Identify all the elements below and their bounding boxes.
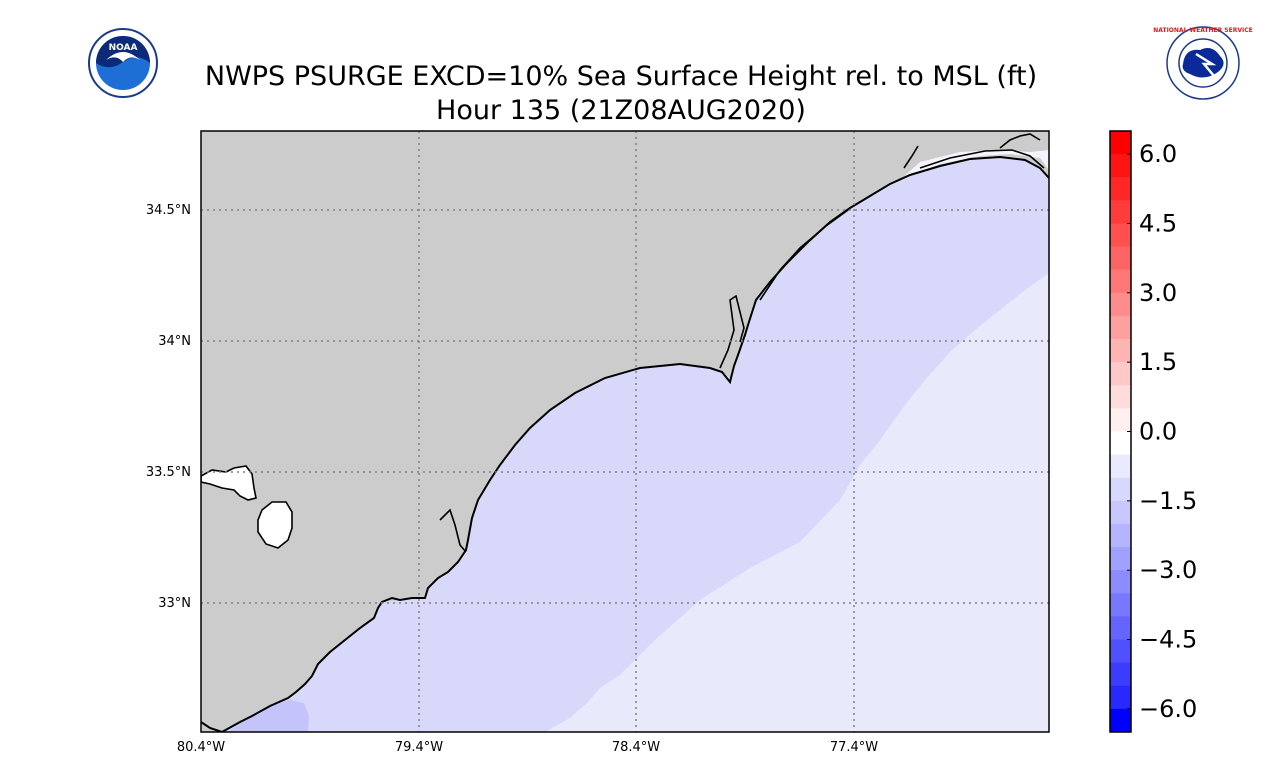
colorbar-tick-label: 6.0 [1139,140,1177,168]
colorbar-tick-label: 4.5 [1139,209,1177,237]
lake-moultrie [257,501,293,549]
colorbar-band [1110,131,1131,155]
colorbar-band [1110,200,1131,224]
colorbar-band [1110,362,1131,386]
nws-logo-text: NATIONAL WEATHER SERVICE [1153,27,1252,34]
colorbar-band [1110,454,1131,479]
map-area [201,131,1049,732]
colorbar-band [1110,616,1131,641]
colorbar-band [1110,154,1131,178]
colorbar-band [1110,685,1131,710]
barrier-islands [439,133,1045,553]
map-frame [200,130,1050,733]
colorbar-tick-label: −4.5 [1139,626,1197,654]
colorbar-band [1110,223,1131,248]
colorbar-band [1110,523,1131,548]
lat-label-33-5: 33.5°N [146,465,191,480]
colorbar-band [1110,593,1131,617]
lon-label-78-4: 78.4°W [612,740,660,755]
latitude-labels: 34.5°N 34°N 33.5°N 33°N [146,203,191,611]
colorbar-band [1110,339,1131,363]
colorbar-band [1110,500,1131,525]
colorbar-tick-labels: 6.0 4.5 3.0 1.5 0.0 −1.5 −3.0 −4.5 −6.0 [1127,140,1197,723]
colorbar-band [1110,269,1131,294]
nws-logo-icon: NATIONAL WEATHER SERVICE [1153,26,1253,100]
ocean-coastal-low [228,700,309,732]
title-line-1: NWPS PSURGE EXCD=10% Sea Surface Height … [204,61,1038,92]
colorbar-tick-label: 0.0 [1139,418,1177,446]
title-line-2: Hour 135 (21Z08AUG2020) [436,95,806,126]
chart-title: NWPS PSURGE EXCD=10% Sea Surface Height … [0,60,1242,128]
colorbar-band [1110,177,1131,201]
colorbar-tick-label: −1.5 [1139,487,1197,515]
colorbar-band [1110,547,1131,571]
longitude-labels: 80.4°W 79.4°W 78.4°W 77.4°W [177,740,878,755]
colorbar-tick-label: −6.0 [1139,695,1197,723]
lon-label-80-4: 80.4°W [177,740,225,755]
lat-label-34: 34°N [158,334,191,349]
noaa-logo-icon: NOAA [88,28,158,98]
colorbar-band [1110,315,1131,340]
lon-label-77-4: 77.4°W [830,740,878,755]
colorbar-band [1110,385,1131,409]
lake-marion [201,465,257,501]
colorbar-band [1110,292,1131,317]
colorbar-tick-label: 3.0 [1139,279,1177,307]
colorbar [1109,130,1132,733]
colorbar-tick-label: 1.5 [1139,348,1177,376]
colorbar-band [1110,408,1131,432]
lat-label-34-5: 34.5°N [146,203,191,218]
noaa-logo-text: NOAA [109,43,138,53]
colorbar-band [1110,570,1131,594]
colorbar-band [1110,662,1131,687]
colorbar-band [1110,246,1131,271]
colorbar-band [1110,431,1131,456]
colorbar-band [1110,477,1131,502]
colorbar-band [1110,639,1131,664]
gridlines [201,131,1049,732]
ocean-offshore [545,273,1049,732]
lat-label-33: 33°N [158,596,191,611]
colorbar-band [1110,708,1131,733]
lon-label-79-4: 79.4°W [395,740,443,755]
colorbar-tick-label: −3.0 [1139,556,1197,584]
